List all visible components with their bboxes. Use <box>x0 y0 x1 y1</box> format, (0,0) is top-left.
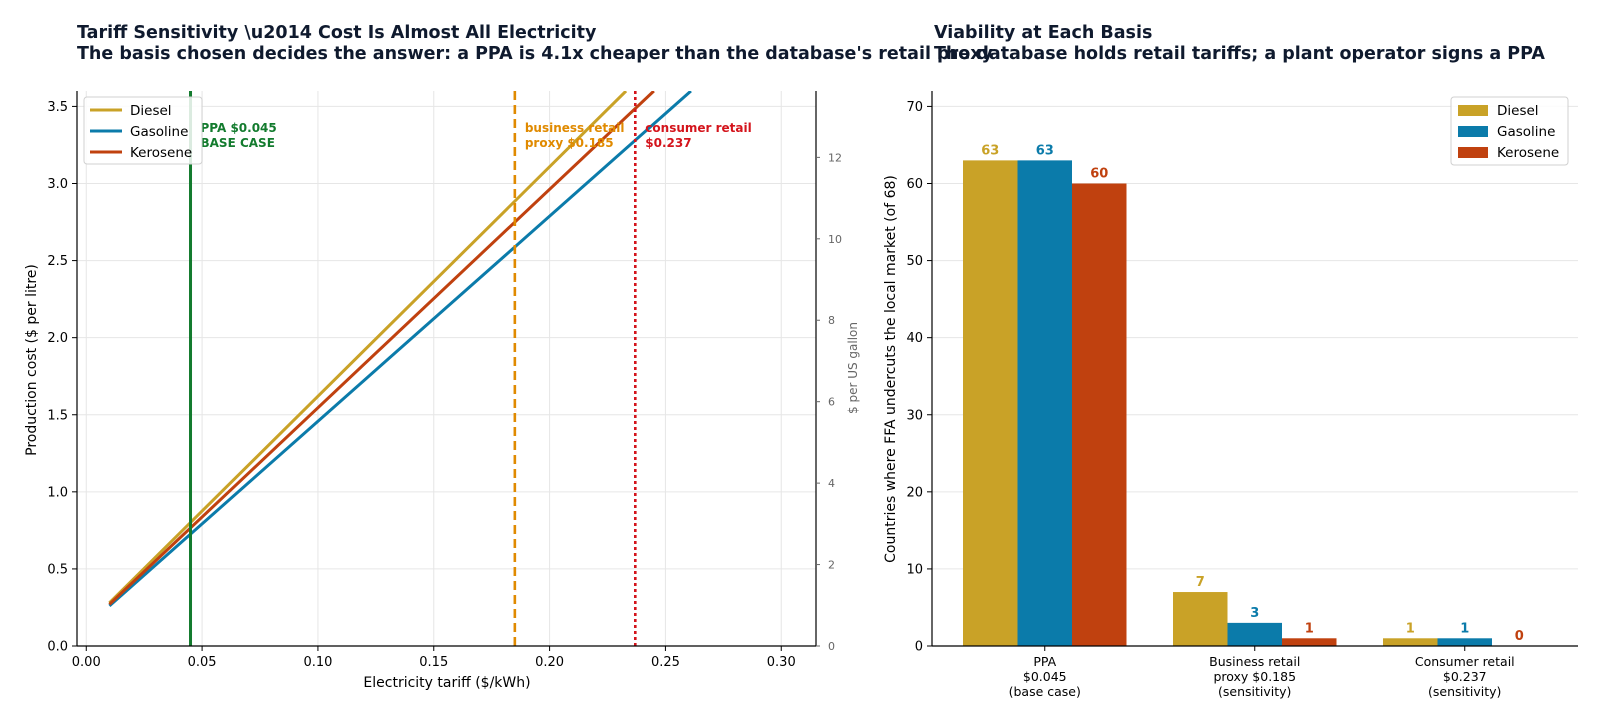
right-legend-label: Kerosene <box>1497 145 1559 161</box>
left-y2-tick-label: 10 <box>828 233 842 246</box>
left-x-tick-label: 0.10 <box>303 655 332 670</box>
left-y2-tick-label: 4 <box>828 477 835 490</box>
right-y-tick-label: 30 <box>906 408 923 423</box>
left-y2-tick-label: 2 <box>828 559 835 572</box>
right-x-tick-label: $0.237 <box>1443 669 1487 684</box>
left-legend-box <box>83 96 203 165</box>
left-legend-label: Kerosene <box>130 145 192 161</box>
bar-value-label: 63 <box>1036 143 1054 158</box>
left-x-tick-label: 0.05 <box>188 655 217 670</box>
bar-value-label: 1 <box>1406 621 1415 636</box>
right-legend: Diesel Gasoline Kerosene <box>1450 96 1569 166</box>
right-x-tick-label: (sensitivity) <box>1218 684 1291 699</box>
left-x-tick-label: 0.20 <box>535 655 564 670</box>
left-y-tick-label: 1.0 <box>47 485 68 500</box>
left-x-tick-label: 0.00 <box>72 655 101 670</box>
reference-line-label: PPA $0.045 <box>201 121 277 135</box>
bar-kerosene <box>1072 183 1127 646</box>
left-legend-label: Gasoline <box>130 124 188 140</box>
right-legend-label: Gasoline <box>1497 124 1555 140</box>
right-legend-swatch-gasoline <box>1458 126 1488 137</box>
left-y-tick-label: 1.5 <box>47 408 68 423</box>
right-y-tick-label: 60 <box>906 177 923 192</box>
left-chart-title: Tariff Sensitivity \u2014 Cost Is Almost… <box>77 23 597 43</box>
bar-gasoline <box>1437 638 1492 646</box>
right-legend-label: Diesel <box>1497 103 1539 119</box>
right-x-tick-label: Business retail <box>1209 654 1300 669</box>
right-y-tick-label: 70 <box>906 100 923 115</box>
right-y-tick-label: 40 <box>906 331 923 346</box>
left-y-tick-label: 2.5 <box>47 254 68 269</box>
bar-diesel <box>963 160 1018 646</box>
right-x-tick-label: (base case) <box>1009 684 1081 699</box>
left-y2-tick-label: 0 <box>828 640 835 653</box>
left-y-tick-label: 0.5 <box>47 562 68 577</box>
left-y2-axis-label: $ per US gallon <box>846 322 860 414</box>
right-y-tick-label: 50 <box>906 254 923 269</box>
reference-line-label: $0.237 <box>645 136 691 150</box>
left-y-tick-label: 0.0 <box>47 640 68 655</box>
right-x-tick-label: Consumer retail <box>1415 654 1515 669</box>
right-y-tick-label: 10 <box>906 562 923 577</box>
left-y-tick-label: 3.5 <box>47 100 68 115</box>
bar-value-label: 0 <box>1515 629 1524 644</box>
left-legend-label: Diesel <box>130 103 172 119</box>
left-x-tick-label: 0.25 <box>651 655 680 670</box>
right-legend-swatch-kerosene <box>1458 147 1488 158</box>
bar-value-label: 1 <box>1460 621 1469 636</box>
right-x-tick-label: (sensitivity) <box>1428 684 1501 699</box>
bar-diesel <box>1383 638 1438 646</box>
right-y-tick-label: 0 <box>915 640 923 655</box>
right-chart-title: Viability at Each Basis <box>934 23 1152 43</box>
left-y2-tick-label: 6 <box>828 396 835 409</box>
bar-value-label: 60 <box>1090 167 1108 182</box>
series-line-kerosene <box>108 91 655 606</box>
right-chart-subtitle: The database holds retail tariffs; a pla… <box>934 44 1545 64</box>
bar-kerosene <box>1282 638 1337 646</box>
left-x-tick-label: 0.15 <box>419 655 448 670</box>
reference-line-label: BASE CASE <box>201 136 275 150</box>
left-y2-tick-label: 8 <box>828 314 835 327</box>
bar-gasoline <box>1017 160 1072 646</box>
bar-value-label: 7 <box>1196 575 1205 590</box>
left-y-axis-label: Production cost ($ per litre) <box>24 264 40 456</box>
right-x-tick-label: proxy $0.185 <box>1213 669 1296 684</box>
reference-line-label: proxy $0.185 <box>525 136 614 150</box>
series-line-gasoline <box>108 91 692 608</box>
left-y-tick-label: 3.0 <box>47 177 68 192</box>
left-y2-tick-label: 12 <box>828 151 842 164</box>
right-x-tick-label: PPA <box>1033 654 1056 669</box>
right-x-tick-label: $0.045 <box>1023 669 1067 684</box>
left-legend: Diesel Gasoline Kerosene <box>83 96 203 165</box>
reference-line-label: business retail <box>525 121 625 135</box>
bar-diesel <box>1173 592 1228 646</box>
reference-line-label: consumer retail <box>645 121 751 135</box>
left-y-tick-label: 2.0 <box>47 331 68 346</box>
right-y-axis-label: Countries where FFA undercuts the local … <box>883 175 899 563</box>
right-legend-swatch-diesel <box>1458 105 1488 116</box>
left-x-axis-label: Electricity tariff ($/kWh) <box>363 675 530 691</box>
bar-value-label: 63 <box>981 143 999 158</box>
bar-gasoline <box>1227 622 1282 646</box>
left-chart-subtitle: The basis chosen decides the answer: a P… <box>77 44 994 64</box>
series-line-diesel <box>108 91 628 604</box>
left-x-tick-label: 0.30 <box>767 655 796 670</box>
right-y-tick-label: 20 <box>906 485 923 500</box>
bar-value-label: 3 <box>1250 606 1259 621</box>
bar-value-label: 1 <box>1305 621 1314 636</box>
